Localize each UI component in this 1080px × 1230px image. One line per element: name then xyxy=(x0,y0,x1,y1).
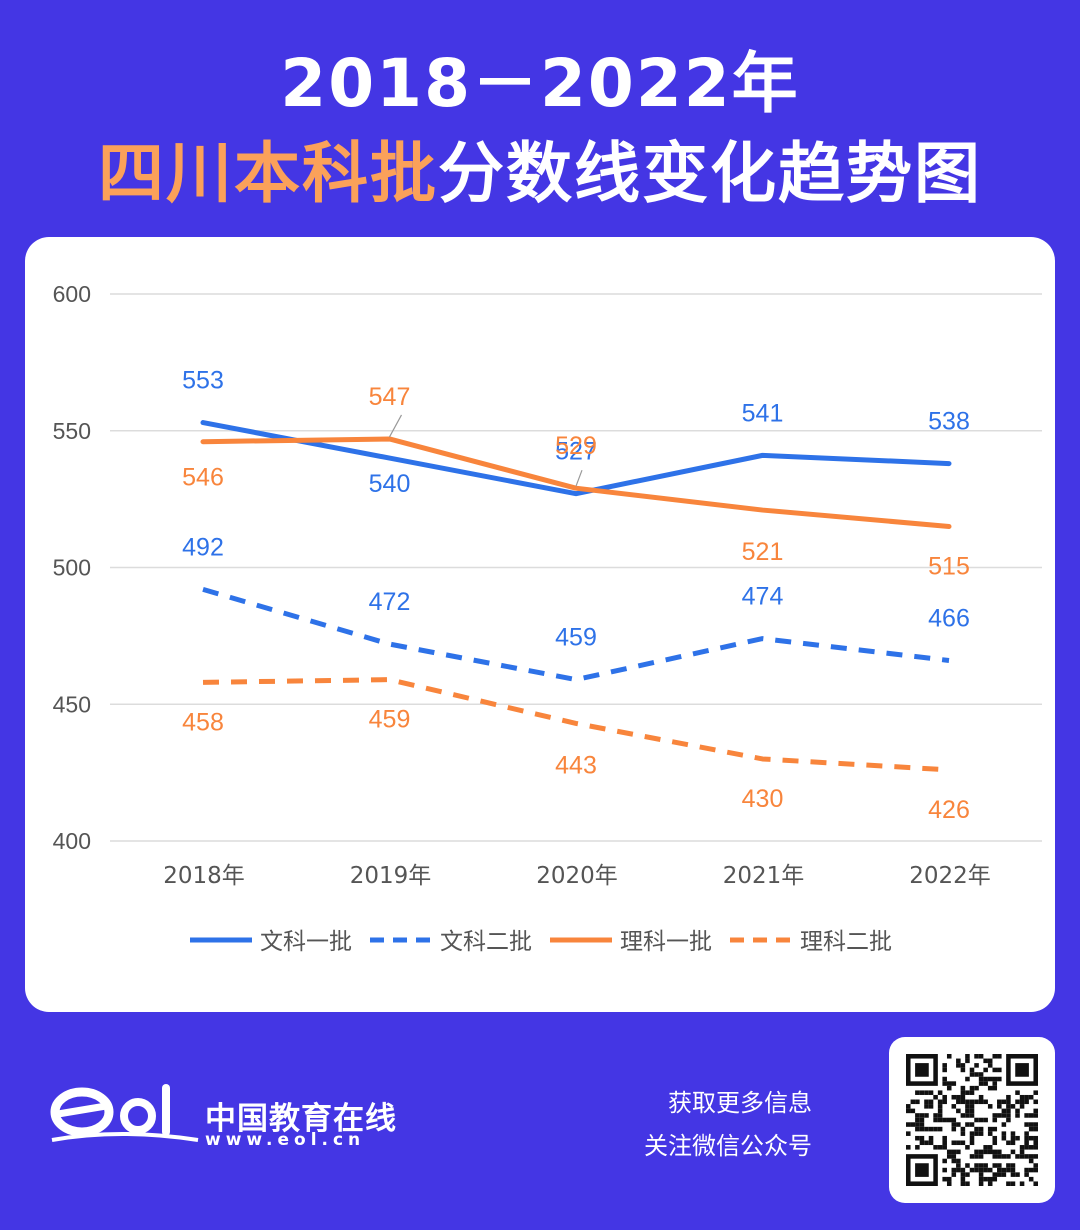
legend-label: 理科一批 xyxy=(620,929,712,955)
qr-code[interactable] xyxy=(889,1037,1055,1203)
series-line xyxy=(200,436,952,529)
y-tick-label: 450 xyxy=(53,691,91,717)
data-label: 538 xyxy=(928,408,970,436)
data-label: 492 xyxy=(182,533,224,561)
data-label: 443 xyxy=(555,751,597,779)
x-tick-label: 2022年 xyxy=(909,863,991,889)
x-tick-label: 2020年 xyxy=(536,863,618,889)
data-label: 547 xyxy=(369,383,411,411)
follow-text-2: 关注微信公众号 xyxy=(644,1132,812,1160)
title-highlight: 四川本科批 xyxy=(98,135,438,212)
y-tick-label: 500 xyxy=(53,555,91,581)
data-label: 515 xyxy=(928,552,970,580)
y-tick-label: 600 xyxy=(53,281,91,307)
data-label: 459 xyxy=(369,706,411,734)
title-line-1: 2018－2022年 xyxy=(280,45,800,122)
x-tick-label: 2018年 xyxy=(163,863,245,889)
data-label: 521 xyxy=(742,538,784,566)
brand-url: www.eol.cn xyxy=(205,1130,366,1150)
data-label: 459 xyxy=(555,624,597,652)
title-line-2: 四川本科批分数线变化趋势图 xyxy=(0,120,1080,216)
brand-name: 中国教育在线 xyxy=(205,1101,397,1137)
eol-logo xyxy=(50,1084,199,1142)
data-label: 546 xyxy=(182,464,224,492)
data-label: 472 xyxy=(369,588,411,616)
data-label: 474 xyxy=(742,583,784,611)
data-label: 553 xyxy=(182,367,224,395)
x-tick-label: 2021年 xyxy=(723,863,805,889)
title-rest: 分数线变化趋势图 xyxy=(438,135,982,212)
leader-line xyxy=(575,469,583,487)
data-label: 466 xyxy=(928,604,970,632)
legend-label: 文科二批 xyxy=(440,929,532,955)
line-chart: 400 450 500 550 600 2018年 2019年 2020年 2021年 2022年… xyxy=(53,281,1042,955)
y-tick-label: 400 xyxy=(53,828,91,854)
series-line xyxy=(200,420,952,497)
y-tick-label: 550 xyxy=(53,418,91,444)
leader-line xyxy=(388,414,403,438)
legend-label: 理科二批 xyxy=(800,929,892,955)
data-label: 527 xyxy=(555,438,597,466)
chart-card: 400 450 500 550 600 2018年 2019年 2020年 2021年 2022年… xyxy=(25,237,1055,1012)
x-tick-label: 2019年 xyxy=(350,863,432,889)
qr-code-icon xyxy=(906,1054,1038,1186)
data-label: 540 xyxy=(369,470,411,498)
data-label: 541 xyxy=(742,399,784,427)
data-label: 529 xyxy=(555,432,597,460)
data-label: 458 xyxy=(182,708,224,736)
legend-label: 文科一批 xyxy=(260,929,352,955)
follow-text-1: 获取更多信息 xyxy=(668,1089,812,1117)
data-label: 426 xyxy=(928,796,970,824)
data-label: 430 xyxy=(742,785,784,813)
series-line xyxy=(202,677,950,773)
